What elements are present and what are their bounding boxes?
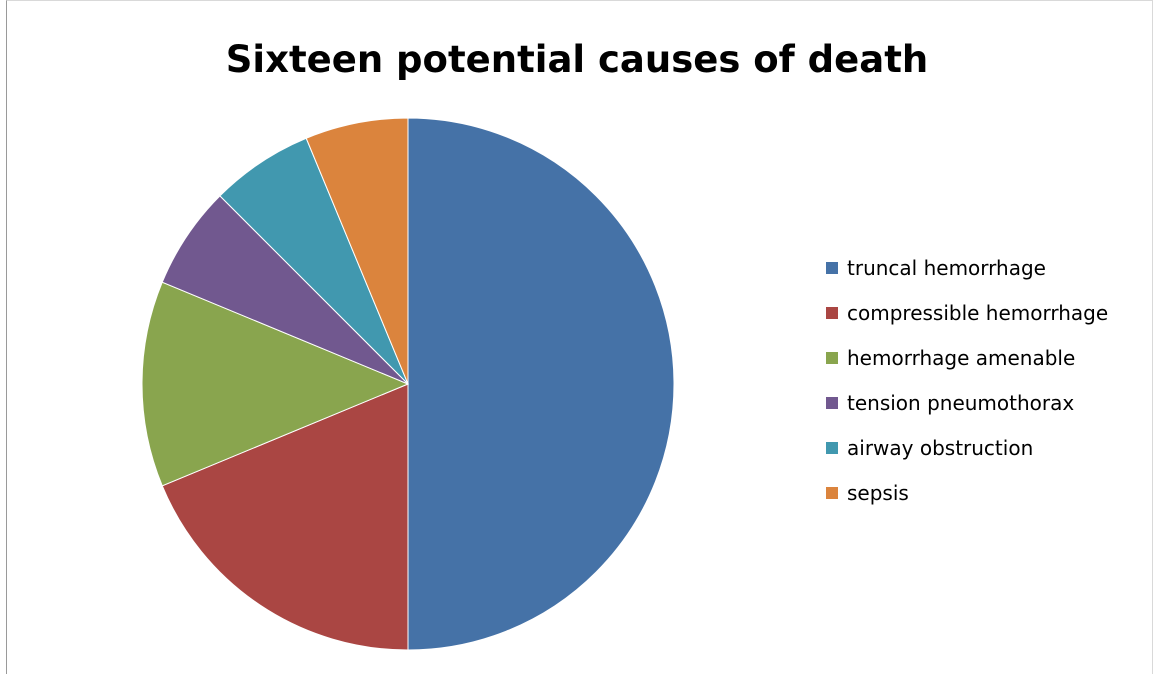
- legend-swatch: [826, 351, 838, 364]
- legend-label: sepsis: [847, 480, 909, 505]
- legend-swatch: [826, 261, 838, 274]
- legend-swatch: [826, 306, 838, 319]
- legend: truncal hemorrhage compressible hemorrha…: [826, 252, 1146, 522]
- legend-item: airway obstruction: [826, 432, 1146, 463]
- legend-item: truncal hemorrhage: [826, 252, 1146, 283]
- legend-label: tension pneumothorax: [847, 390, 1075, 415]
- legend-item: sepsis: [826, 477, 1146, 508]
- legend-item: compressible hemorrhage: [826, 297, 1146, 328]
- pie-slice: [407, 117, 675, 651]
- legend-label: truncal hemorrhage: [847, 255, 1046, 280]
- chart-title: Sixteen potential causes of death: [225, 38, 929, 81]
- legend-swatch: [826, 486, 838, 499]
- legend-label: compressible hemorrhage: [847, 300, 1109, 325]
- pie-slice: [305, 117, 409, 385]
- legend-item: hemorrhage amenable: [826, 342, 1146, 373]
- legend-label: hemorrhage amenable: [847, 345, 1076, 370]
- legend-swatch: [826, 396, 838, 409]
- pie-slices: [141, 117, 675, 651]
- legend-label: airway obstruction: [847, 435, 1034, 460]
- legend-item: tension pneumothorax: [826, 387, 1146, 418]
- legend-swatch: [826, 441, 838, 454]
- pie-slice: [161, 383, 409, 651]
- pie-slice: [141, 281, 410, 487]
